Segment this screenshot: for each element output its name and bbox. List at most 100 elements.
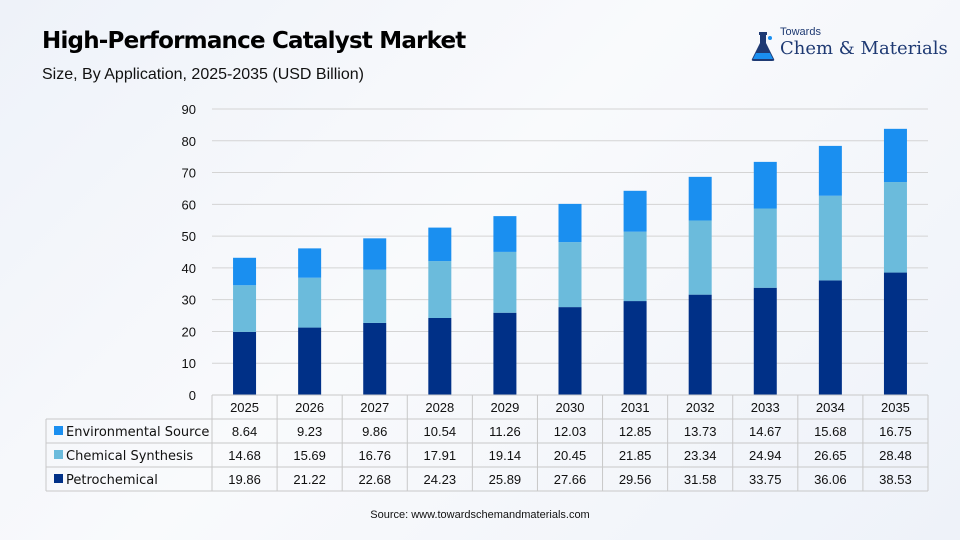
data-label: 12.85 xyxy=(619,424,652,439)
legend-label: Chemical Synthesis xyxy=(66,449,193,464)
logo-top-text: Towards xyxy=(780,26,821,38)
bar-segment-chemical-synthesis xyxy=(298,277,322,328)
data-label: 20.45 xyxy=(554,448,587,463)
data-label: 23.34 xyxy=(684,448,717,463)
data-label: 22.68 xyxy=(358,472,391,487)
data-label: 29.56 xyxy=(619,472,652,487)
bar-segment-chemical-synthesis xyxy=(233,285,257,332)
bar-segment-environmental-source xyxy=(623,190,647,232)
data-label: 19.86 xyxy=(228,472,261,487)
bar-segment-petrochemical xyxy=(623,301,647,395)
data-label: 16.75 xyxy=(879,424,912,439)
bar-segment-petrochemical xyxy=(493,312,517,395)
bar-segment-environmental-source xyxy=(233,257,257,286)
bar-segment-environmental-source xyxy=(883,128,907,183)
x-tick-label: 2031 xyxy=(621,400,650,415)
data-label: 25.89 xyxy=(489,472,522,487)
y-tick-label: 0 xyxy=(189,388,196,403)
data-label: 16.76 xyxy=(358,448,391,463)
bar-segment-environmental-source xyxy=(753,161,777,209)
bar-segment-chemical-synthesis xyxy=(363,269,387,323)
legend-swatch xyxy=(54,426,63,435)
x-tick-label: 2026 xyxy=(295,400,324,415)
bar-segment-chemical-synthesis xyxy=(623,231,647,302)
x-tick-label: 2027 xyxy=(360,400,389,415)
bar-segment-environmental-source xyxy=(493,216,517,252)
y-tick-label: 60 xyxy=(182,197,196,212)
data-label: 15.68 xyxy=(814,424,847,439)
legend-swatch xyxy=(54,474,63,483)
data-label: 11.26 xyxy=(489,424,521,439)
data-label: 17.91 xyxy=(424,448,457,463)
x-tick-label: 2028 xyxy=(425,400,454,415)
y-tick-label: 30 xyxy=(182,293,196,308)
data-label: 33.75 xyxy=(749,472,782,487)
data-label: 10.54 xyxy=(424,424,457,439)
bar-segment-petrochemical xyxy=(818,280,842,395)
bar-segment-petrochemical xyxy=(298,327,322,395)
bar-segment-petrochemical xyxy=(363,322,387,395)
data-label: 27.66 xyxy=(554,472,587,487)
data-label: 31.58 xyxy=(684,472,717,487)
bar-segment-environmental-source xyxy=(818,145,842,196)
bar-segment-chemical-synthesis xyxy=(558,242,582,308)
logo-brand-text: Chem & Materials xyxy=(780,38,948,59)
bar-segment-chemical-synthesis xyxy=(818,195,842,281)
bar-segment-petrochemical xyxy=(883,272,907,395)
bar-segment-chemical-synthesis xyxy=(493,251,517,313)
data-label: 19.14 xyxy=(489,448,522,463)
data-label: 28.48 xyxy=(879,448,912,463)
y-tick-label: 20 xyxy=(182,324,196,339)
bar-segment-petrochemical xyxy=(558,307,582,395)
legend-label: Environmental Source xyxy=(66,425,209,440)
data-label: 9.86 xyxy=(362,424,387,439)
data-label: 21.85 xyxy=(619,448,652,463)
x-tick-label: 2029 xyxy=(490,400,519,415)
brand-logo: Towards Chem & Materials xyxy=(750,26,948,66)
bar-segment-environmental-source xyxy=(298,248,322,278)
bar-segment-chemical-synthesis xyxy=(428,261,452,319)
bar-segment-environmental-source xyxy=(428,227,452,262)
y-tick-label: 50 xyxy=(182,229,196,244)
bar-segment-petrochemical xyxy=(233,331,257,395)
data-label: 13.73 xyxy=(684,424,717,439)
data-label: 26.65 xyxy=(814,448,847,463)
data-label: 38.53 xyxy=(879,472,912,487)
bar-segment-petrochemical xyxy=(753,287,777,395)
chart-subtitle: Size, By Application, 2025-2035 (USD Bil… xyxy=(42,66,364,83)
x-tick-label: 2034 xyxy=(816,400,845,415)
bar-segment-environmental-source xyxy=(688,176,712,221)
legend-swatch xyxy=(54,450,63,459)
y-tick-label: 10 xyxy=(182,356,196,371)
y-tick-label: 90 xyxy=(182,102,196,117)
data-label: 36.06 xyxy=(814,472,847,487)
y-tick-label: 40 xyxy=(182,261,196,276)
data-label: 24.23 xyxy=(424,472,457,487)
bar-segment-chemical-synthesis xyxy=(753,208,777,288)
source-note: Source: www.towardschemandmaterials.com xyxy=(370,509,590,521)
data-label: 8.64 xyxy=(232,424,257,439)
bar-segment-chemical-synthesis xyxy=(883,182,907,273)
data-label: 15.69 xyxy=(293,448,326,463)
data-label: 12.03 xyxy=(554,424,587,439)
x-tick-label: 2033 xyxy=(751,400,780,415)
y-tick-label: 70 xyxy=(182,166,196,181)
data-label: 14.68 xyxy=(228,448,261,463)
bar-segment-petrochemical xyxy=(688,294,712,395)
bar-segment-environmental-source xyxy=(363,238,387,270)
flask-icon xyxy=(751,32,775,61)
data-label: 21.22 xyxy=(293,472,326,487)
data-label: 9.23 xyxy=(297,424,322,439)
data-label: 14.67 xyxy=(749,424,782,439)
bar-segment-petrochemical xyxy=(428,318,452,395)
bar-segment-chemical-synthesis xyxy=(688,220,712,295)
bar-segment-environmental-source xyxy=(558,203,582,243)
x-tick-label: 2030 xyxy=(556,400,585,415)
x-tick-label: 2035 xyxy=(881,400,910,415)
legend-label: Petrochemical xyxy=(66,473,158,488)
chart-title: High-Performance Catalyst Market xyxy=(42,28,466,54)
x-tick-label: 2025 xyxy=(230,400,259,415)
data-label: 24.94 xyxy=(749,448,782,463)
x-tick-label: 2032 xyxy=(686,400,715,415)
